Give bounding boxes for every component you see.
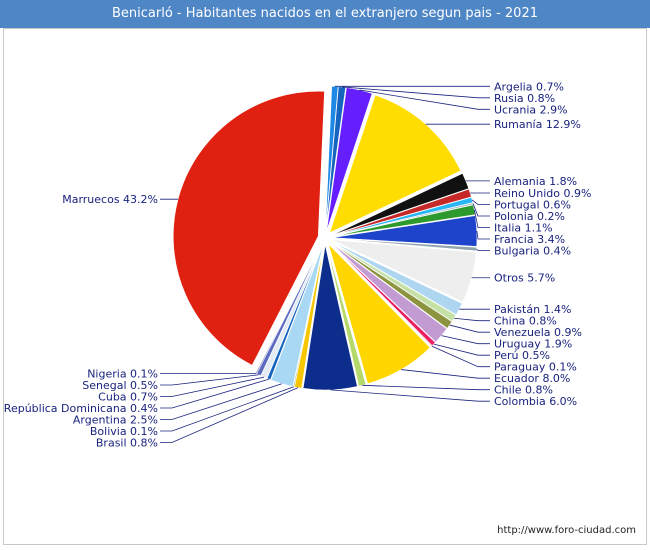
chart-title: Benicarló - Habitantes nacidos en el ext… xyxy=(0,0,650,28)
pie-slice-argentina xyxy=(270,244,324,387)
slice-label-venezuela: Venezuela 0.9% xyxy=(494,326,582,339)
leader-line-ucrania xyxy=(359,89,490,110)
slice-label-marruecos: Marruecos 43.2% xyxy=(62,193,158,206)
leader-line-rusia xyxy=(342,86,490,99)
leader-line-colombia xyxy=(330,389,490,402)
pie-slice-colombia xyxy=(302,244,358,391)
leader-line-senegal xyxy=(160,374,259,386)
leader-line-italia xyxy=(473,209,490,228)
slice-label-argelia: Argelia 0.7% xyxy=(494,80,564,93)
leader-line-uruguay xyxy=(441,335,490,345)
slice-label-nigeria: Nigeria 0.1% xyxy=(87,368,158,381)
slice-label-polonia: Polonia 0.2% xyxy=(494,210,565,223)
slice-label-brasil: Brasil 0.8% xyxy=(96,437,158,450)
pie-slices xyxy=(172,85,478,391)
leader-line-china xyxy=(454,317,490,322)
pie-slice-reino-unido xyxy=(331,188,472,237)
slice-label-chile: Chile 0.8% xyxy=(494,384,553,397)
slice-label-francia: Francia 3.4% xyxy=(494,233,565,246)
leader-line-peru xyxy=(433,343,490,356)
slice-label-peru: Perú 0.5% xyxy=(494,349,550,362)
slice-label-italia: Italia 1.1% xyxy=(494,222,553,235)
slice-label-rumania: Rumanía 12.9% xyxy=(494,118,581,131)
leader-line-brasil xyxy=(160,387,299,443)
slice-label-ecuador: Ecuador 8.0% xyxy=(494,372,570,385)
slice-label-bolivia: Bolivia 0.1% xyxy=(90,425,158,438)
leader-line-bolivia xyxy=(160,386,294,432)
pie-slice-bulgaria xyxy=(331,238,478,252)
pie-slice-venezuela xyxy=(330,241,453,329)
slice-labels: Argelia 0.7%Rusia 0.8%Ucrania 2.9% Rumaní… xyxy=(4,80,592,449)
slice-label-pakistan: Pakistán 1.4% xyxy=(494,303,572,316)
leader-line-bulgaria xyxy=(476,248,490,251)
slice-label-china: China 0.8% xyxy=(494,315,557,328)
pie-slice-pakistan xyxy=(331,241,463,316)
leader-line-polonia xyxy=(472,203,490,217)
leader-line-ecuador xyxy=(401,369,490,379)
leader-line-republica-dominicana xyxy=(160,378,269,409)
leader-line-argentina xyxy=(160,383,282,420)
pie-slice-uruguay xyxy=(330,242,448,343)
leader-lines xyxy=(160,85,490,443)
leader-line-portugal xyxy=(471,199,490,205)
slice-label-paraguay: Paraguay 0.1% xyxy=(494,361,577,374)
slice-label-otros: Otros 5.7% xyxy=(494,272,555,285)
leader-line-francia xyxy=(476,230,490,240)
slice-label-portugal: Portugal 0.6% xyxy=(494,199,571,212)
slice-label-cuba: Cuba 0.7% xyxy=(98,391,158,404)
leader-line-paraguay xyxy=(431,345,490,368)
leader-line-cuba xyxy=(160,376,264,397)
leader-line-chile xyxy=(362,384,490,391)
slice-label-reino-unido: Reino Unido 0.9% xyxy=(494,187,591,200)
slice-label-argentina: Argentina 2.5% xyxy=(73,414,158,427)
slice-label-bulgaria: Bulgaria 0.4% xyxy=(494,245,571,258)
slice-label-republica-dominicana: República Dominicana 0.4% xyxy=(4,402,158,415)
slice-label-uruguay: Uruguay 1.9% xyxy=(494,338,572,351)
source-url: http://www.foro-ciudad.com xyxy=(497,525,636,536)
leader-line-venezuela xyxy=(449,324,490,333)
slice-label-senegal: Senegal 0.5% xyxy=(82,379,158,392)
pie-slice-marruecos xyxy=(172,90,325,366)
pie-slice-china xyxy=(330,241,457,322)
slice-label-ucrania: Ucrania 2.9% xyxy=(494,103,568,116)
slice-label-rusia: Rusia 0.8% xyxy=(494,92,555,105)
slice-label-alemania: Alemania 1.8% xyxy=(494,175,577,188)
pie-slice-paraguay xyxy=(329,242,433,347)
slice-label-colombia: Colombia 6.0% xyxy=(494,395,577,408)
